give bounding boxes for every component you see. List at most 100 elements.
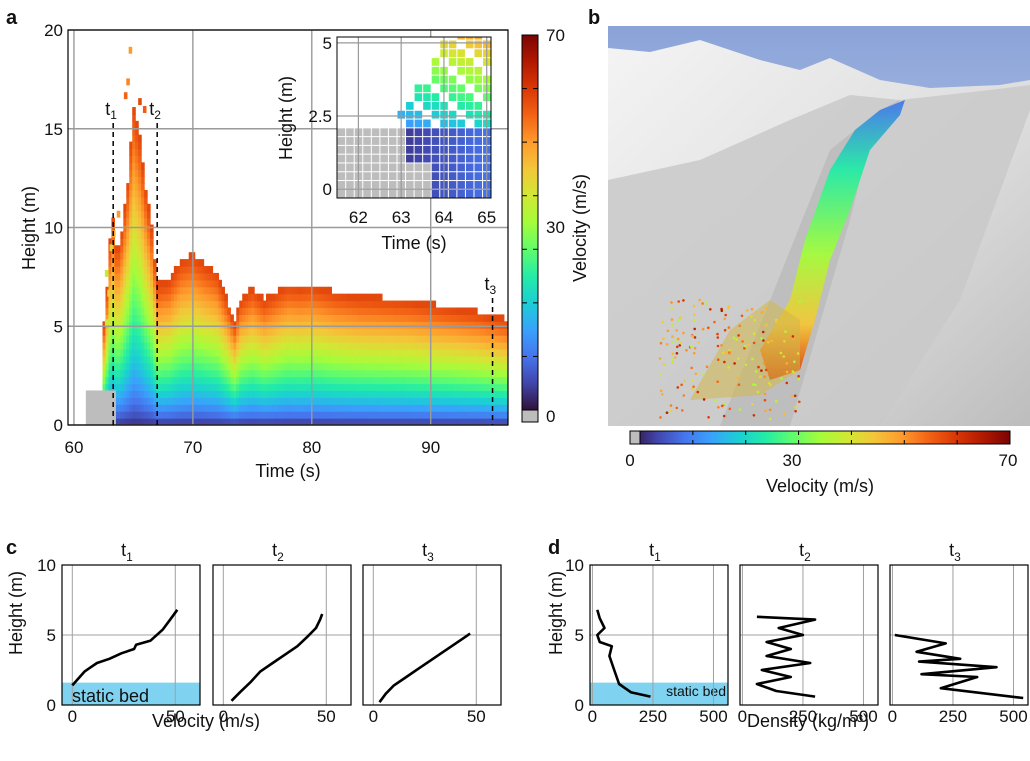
particle (769, 409, 772, 412)
inset-x-tick: 65 (477, 208, 496, 227)
inset-cell (338, 181, 346, 189)
inset-cell (449, 111, 457, 119)
subplot-title-sub: 3 (954, 550, 961, 564)
heatmap-cell (150, 231, 154, 239)
inset-cell (346, 155, 354, 163)
inset-cell (406, 102, 414, 110)
inset-cell (457, 67, 465, 75)
inset-cell (466, 155, 474, 163)
inset-cell (449, 172, 457, 180)
x-tick-label: 500 (999, 707, 1027, 726)
particle (728, 349, 731, 352)
inset-cell (432, 172, 440, 180)
inset-cell (380, 128, 388, 136)
panel-d-letter: d (548, 537, 560, 559)
particle (698, 299, 701, 302)
heatmap-cell (138, 155, 142, 163)
event-label: t2 (149, 99, 161, 122)
x-axis-label: Time (s) (255, 461, 320, 481)
particle (720, 344, 723, 347)
static-bed-cell (92, 411, 95, 418)
inset-cell (432, 58, 440, 66)
particle (679, 316, 682, 319)
particle (702, 328, 705, 331)
inset-cell (466, 67, 474, 75)
inset-cell (474, 32, 482, 40)
particle (792, 370, 795, 373)
heatmap-cell (474, 307, 478, 315)
inset-cell (466, 76, 474, 84)
static-bed-cell (101, 404, 104, 411)
heatmap-cell (218, 280, 222, 288)
inset-cell (415, 163, 423, 171)
inset-cell (457, 49, 465, 57)
inset-cell (363, 181, 371, 189)
particle (707, 416, 710, 419)
inset-cell (406, 137, 414, 145)
particle (695, 373, 698, 376)
particle (794, 410, 797, 413)
heatmap-cell (129, 47, 133, 54)
particle (676, 407, 679, 410)
subplot-title: t2 (799, 540, 811, 564)
particle (683, 394, 686, 397)
inset-cell (415, 137, 423, 145)
inset-cell (380, 146, 388, 154)
static-bed-cell (89, 404, 92, 411)
heatmap-cell (224, 294, 228, 302)
inset-cell (423, 120, 431, 128)
particle (786, 382, 789, 385)
static-bed-cell (95, 397, 98, 404)
inset-cell (432, 137, 440, 145)
colorbar-b-tick-30: 30 (783, 451, 802, 470)
static-bed-cell (104, 411, 107, 418)
particle (769, 418, 772, 421)
particle (759, 375, 762, 378)
heatmap-cell (124, 92, 128, 99)
heatmap-cell (153, 266, 157, 274)
particle (738, 383, 741, 386)
particle (765, 324, 768, 327)
inset-cell (372, 146, 380, 154)
inset-cell (372, 190, 380, 198)
particle (747, 343, 750, 346)
inset-cell (423, 128, 431, 136)
inset-y-tick: 2.5 (308, 107, 332, 126)
inset-cell (449, 93, 457, 101)
inset-cell (423, 190, 431, 198)
particle (768, 382, 771, 385)
particle (713, 321, 716, 324)
static-bed-cell (95, 390, 98, 397)
particle (762, 331, 765, 334)
particle (661, 393, 664, 396)
particle (670, 404, 673, 407)
subplot-title: t3 (422, 540, 434, 564)
inset-cell (457, 163, 465, 171)
particle (729, 408, 732, 411)
profile-subplot: static bedt10 250 5000510 (565, 540, 728, 726)
event-label-sub: 1 (110, 108, 117, 122)
inset-cell (372, 163, 380, 171)
particle (783, 340, 786, 343)
inset-x-label: Time (s) (381, 233, 446, 253)
inset-cell (338, 155, 346, 163)
static-bed-cell (86, 397, 89, 404)
inset-cell (466, 111, 474, 119)
particle (671, 361, 674, 364)
y-tick-label: 10 (44, 219, 63, 238)
particle (709, 308, 712, 311)
heatmap-cell (141, 176, 145, 184)
static-bed-cell (104, 404, 107, 411)
particle (677, 338, 680, 341)
particle (775, 320, 778, 323)
particle (691, 335, 694, 338)
particle (750, 315, 753, 318)
particle (751, 403, 754, 406)
inset-cell (406, 120, 414, 128)
panel-b-render: 0 30 70 Velocity (m/s) (608, 26, 1030, 496)
particle (797, 375, 800, 378)
panel-c-x-label: Velocity (m/s) (152, 711, 260, 731)
inset-cell (415, 120, 423, 128)
inset-cell (474, 172, 482, 180)
inset-cell (415, 111, 423, 119)
